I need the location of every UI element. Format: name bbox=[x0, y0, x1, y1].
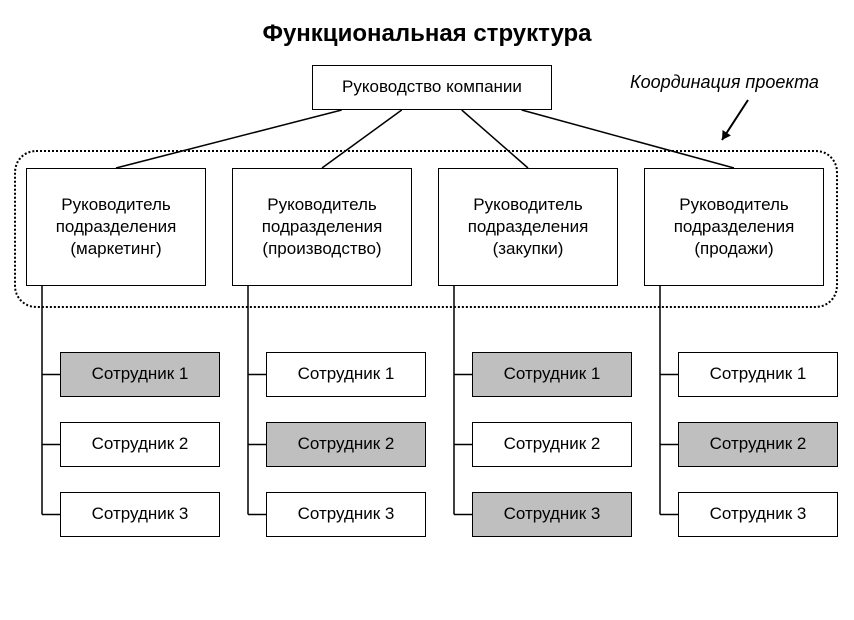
employee-node: Сотрудник 1 bbox=[60, 352, 220, 397]
head-node: Руководительподразделения(продажи) bbox=[644, 168, 824, 286]
employee-node: Сотрудник 2 bbox=[472, 422, 632, 467]
annotation-arrow-icon bbox=[712, 90, 758, 150]
root-label: Руководство компании bbox=[342, 76, 522, 98]
head-node: Руководительподразделения(производство) bbox=[232, 168, 412, 286]
employee-node: Сотрудник 2 bbox=[60, 422, 220, 467]
root-node: Руководство компании bbox=[312, 65, 552, 110]
head-label: Руководительподразделения(продажи) bbox=[674, 194, 795, 260]
employee-node: Сотрудник 1 bbox=[266, 352, 426, 397]
head-label: Руководительподразделения(производство) bbox=[262, 194, 383, 260]
head-node: Руководительподразделения(маркетинг) bbox=[26, 168, 206, 286]
employee-node: Сотрудник 3 bbox=[266, 492, 426, 537]
head-label: Руководительподразделения(закупки) bbox=[468, 194, 589, 260]
head-node: Руководительподразделения(закупки) bbox=[438, 168, 618, 286]
employee-node: Сотрудник 2 bbox=[678, 422, 838, 467]
employee-node: Сотрудник 3 bbox=[472, 492, 632, 537]
employee-node: Сотрудник 1 bbox=[472, 352, 632, 397]
employee-node: Сотрудник 3 bbox=[678, 492, 838, 537]
employee-node: Сотрудник 3 bbox=[60, 492, 220, 537]
employee-node: Сотрудник 2 bbox=[266, 422, 426, 467]
head-label: Руководительподразделения(маркетинг) bbox=[56, 194, 177, 260]
employee-node: Сотрудник 1 bbox=[678, 352, 838, 397]
diagram-title: Функциональная структура bbox=[0, 20, 854, 48]
